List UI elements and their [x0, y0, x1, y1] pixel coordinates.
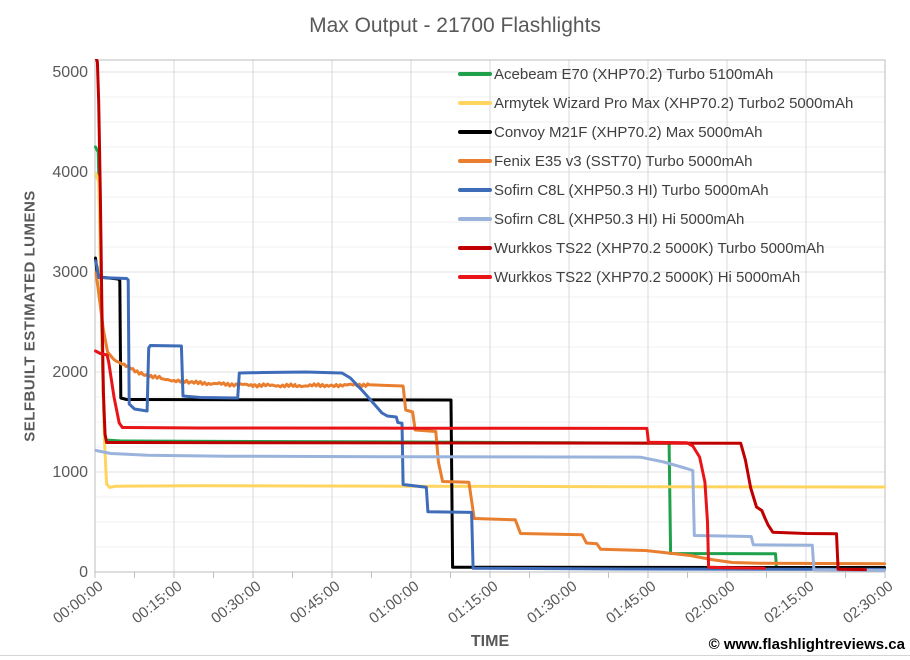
plot-border — [94, 59, 886, 573]
legend-item-6: Wurkkos TS22 (XHP70.2 5000K) Turbo 5000m… — [458, 240, 824, 257]
series-line-7 — [94, 349, 766, 570]
x-tick-label: 00:15:00 — [129, 578, 185, 627]
x-tick-label: 01:30:00 — [524, 578, 580, 627]
legend-label: Convoy M21F (XHP70.2) Max 5000mAh — [494, 124, 762, 141]
legend-item-5: Sofirn C8L (XHP50.3 HI) Hi 5000mAh — [458, 211, 744, 228]
legend-item-0: Acebeam E70 (XHP70.2) Turbo 5100mAh — [458, 66, 773, 83]
y-tick-label: 1000 — [52, 464, 88, 481]
x-tick-label: 02:00:00 — [682, 578, 738, 627]
y-tick-label: 0 — [79, 564, 88, 581]
series-line-5 — [94, 449, 886, 572]
legend-item-1: Armytek Wizard Pro Max (XHP70.2) Turbo2 … — [458, 95, 853, 112]
legend-label: Wurkkos TS22 (XHP70.2 5000K) Turbo 5000m… — [494, 240, 824, 257]
series-line-3 — [94, 271, 886, 566]
legend-label: Sofirn C8L (XHP50.3 HI) Hi 5000mAh — [494, 211, 744, 228]
legend-item-2: Convoy M21F (XHP70.2) Max 5000mAh — [458, 124, 762, 141]
watermark-text: © www.flashlightreviews.ca — [708, 636, 905, 653]
legend-label: Armytek Wizard Pro Max (XHP70.2) Turbo2 … — [494, 95, 853, 112]
y-tick-label: 5000 — [52, 64, 88, 81]
chart-frame-bottom-border — [0, 655, 910, 656]
y-tick-label: 4000 — [52, 164, 88, 181]
chart-title: Max Output - 21700 Flashlights — [309, 14, 601, 37]
x-tick-label: 02:15:00 — [761, 578, 817, 627]
x-tick-label: 00:30:00 — [208, 578, 264, 627]
legend-label: Acebeam E70 (XHP70.2) Turbo 5100mAh — [494, 66, 773, 83]
x-tick-label: 00:45:00 — [287, 578, 343, 627]
series-line-6 — [94, 59, 867, 572]
legend-label: Wurkkos TS22 (XHP70.2 5000K) Hi 5000mAh — [494, 269, 800, 286]
series-group — [94, 59, 886, 572]
legend-item-3: Fenix E35 v3 (SST70) Turbo 5000mAh — [458, 153, 752, 170]
legend-item-7: Wurkkos TS22 (XHP70.2 5000K) Hi 5000mAh — [458, 269, 800, 286]
legend: Acebeam E70 (XHP70.2) Turbo 5100mAh Armyt… — [458, 66, 853, 286]
x-tick-label: 01:15:00 — [445, 578, 501, 627]
x-axis-title: TIME — [470, 633, 510, 650]
legend-item-4: Sofirn C8L (XHP50.3 HI) Turbo 5000mAh — [458, 182, 769, 199]
x-tick-label: 02:30:00 — [840, 578, 896, 627]
y-axis-title: SELFBUILT ESTIMATED LUMENS — [21, 190, 39, 442]
y-tick-label: 2000 — [52, 364, 88, 381]
legend-label: Sofirn C8L (XHP50.3 HI) Turbo 5000mAh — [494, 182, 769, 199]
x-tick-label: 00:00:00 — [50, 578, 106, 627]
y-tick-label: 3000 — [52, 264, 88, 281]
legend-label: Fenix E35 v3 (SST70) Turbo 5000mAh — [494, 153, 752, 170]
x-tick-label: 01:45:00 — [603, 578, 659, 627]
x-tick-label: 01:00:00 — [366, 578, 422, 627]
series-line-4 — [94, 259, 886, 571]
